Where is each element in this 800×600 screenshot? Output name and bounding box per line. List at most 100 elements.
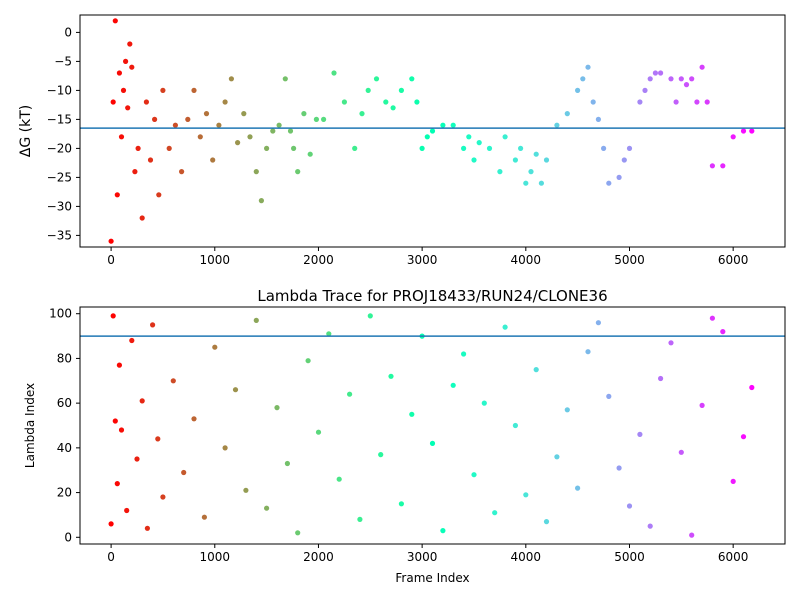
y-tick-label: −35 bbox=[47, 228, 72, 242]
x-tick-label: 3000 bbox=[407, 253, 438, 267]
data-point bbox=[129, 64, 135, 70]
data-point bbox=[247, 134, 253, 140]
data-point bbox=[108, 238, 114, 244]
data-point bbox=[276, 122, 282, 128]
data-point bbox=[601, 145, 607, 151]
data-point bbox=[704, 99, 710, 105]
data-point bbox=[258, 198, 264, 204]
data-point bbox=[170, 378, 176, 384]
data-point bbox=[590, 99, 596, 105]
data-point bbox=[235, 140, 241, 146]
data-point bbox=[709, 163, 716, 169]
x-tick-label: 1000 bbox=[200, 550, 231, 564]
data-point bbox=[118, 134, 125, 140]
data-point bbox=[367, 313, 373, 319]
data-point bbox=[191, 87, 197, 93]
data-point bbox=[476, 140, 482, 146]
data-point bbox=[668, 340, 674, 346]
y-tick-label: −20 bbox=[47, 141, 72, 155]
y-tick-label: −15 bbox=[47, 112, 72, 126]
data-point bbox=[523, 180, 529, 186]
data-point bbox=[647, 523, 653, 529]
data-point bbox=[523, 492, 529, 498]
lambda-chart-title: Lambda Trace for PROJ18433/RUN24/CLONE36 bbox=[257, 287, 607, 305]
x-tick-label: 4000 bbox=[511, 253, 542, 267]
data-point bbox=[512, 157, 519, 163]
data-point bbox=[116, 362, 122, 368]
data-point bbox=[282, 76, 288, 82]
data-point bbox=[678, 76, 684, 82]
delta-g-points bbox=[108, 18, 755, 244]
data-point bbox=[585, 64, 591, 70]
y-tick-label: −10 bbox=[47, 83, 72, 97]
data-point bbox=[110, 99, 116, 105]
data-point bbox=[264, 145, 270, 151]
data-point bbox=[481, 400, 487, 406]
x-tick-label: 5000 bbox=[614, 550, 645, 564]
data-point bbox=[429, 440, 436, 446]
delta-g-panel: 0 1000 2000 3000 4000 5000 6000 0 −5 −10 −15 −20 −2… bbox=[18, 14, 786, 267]
data-point bbox=[699, 64, 705, 70]
data-point bbox=[626, 145, 633, 151]
data-point bbox=[502, 134, 508, 140]
data-point bbox=[134, 456, 140, 462]
data-point bbox=[637, 431, 643, 437]
data-point bbox=[347, 391, 353, 397]
data-point bbox=[533, 151, 539, 157]
data-point bbox=[497, 169, 503, 175]
data-point bbox=[575, 485, 581, 491]
data-point bbox=[533, 367, 539, 373]
x-tick-label: 6000 bbox=[718, 253, 749, 267]
y-tick-label: −5 bbox=[54, 54, 72, 68]
delta-g-axes-frame bbox=[79, 14, 786, 248]
data-point bbox=[740, 128, 747, 134]
data-point bbox=[352, 145, 358, 151]
data-point bbox=[689, 532, 695, 538]
x-tick-label: 0 bbox=[107, 550, 115, 564]
data-point bbox=[313, 116, 319, 122]
data-point bbox=[740, 434, 747, 440]
data-point bbox=[440, 122, 446, 128]
data-point bbox=[652, 70, 659, 76]
data-point bbox=[241, 111, 247, 117]
data-point bbox=[585, 349, 591, 355]
delta-g-x-axis: 0 1000 2000 3000 4000 5000 6000 bbox=[107, 247, 748, 267]
data-point bbox=[197, 134, 203, 140]
data-point bbox=[232, 387, 239, 393]
data-point bbox=[580, 76, 586, 82]
lambda-x-axis: 0 1000 2000 3000 4000 5000 6000 bbox=[107, 544, 748, 564]
data-point bbox=[216, 122, 222, 128]
data-point bbox=[429, 128, 436, 134]
x-tick-label: 4000 bbox=[511, 550, 542, 564]
data-point bbox=[150, 322, 156, 328]
data-point bbox=[222, 445, 228, 451]
data-point bbox=[647, 76, 653, 82]
data-point bbox=[284, 460, 290, 467]
data-point bbox=[699, 402, 705, 408]
data-point bbox=[152, 116, 158, 122]
data-point bbox=[315, 429, 322, 435]
lambda-points bbox=[108, 313, 755, 538]
y-tick-label: 60 bbox=[57, 396, 72, 410]
data-point bbox=[125, 105, 131, 111]
data-point bbox=[118, 427, 125, 433]
data-point bbox=[112, 18, 118, 24]
y-tick-label: 20 bbox=[57, 486, 72, 500]
y-tick-label: 80 bbox=[57, 351, 72, 365]
data-point bbox=[538, 180, 545, 186]
data-point bbox=[642, 87, 648, 93]
data-point bbox=[673, 99, 679, 105]
data-point bbox=[373, 76, 380, 82]
data-point bbox=[606, 393, 612, 399]
data-point bbox=[626, 503, 633, 509]
data-point bbox=[264, 505, 270, 511]
data-point bbox=[156, 192, 162, 198]
data-point bbox=[398, 501, 404, 507]
data-point bbox=[616, 174, 622, 180]
data-point bbox=[694, 99, 700, 105]
data-point bbox=[378, 452, 384, 458]
data-point bbox=[147, 157, 154, 163]
x-tick-label: 3000 bbox=[407, 550, 438, 564]
data-point bbox=[179, 169, 185, 175]
data-point bbox=[621, 157, 627, 163]
